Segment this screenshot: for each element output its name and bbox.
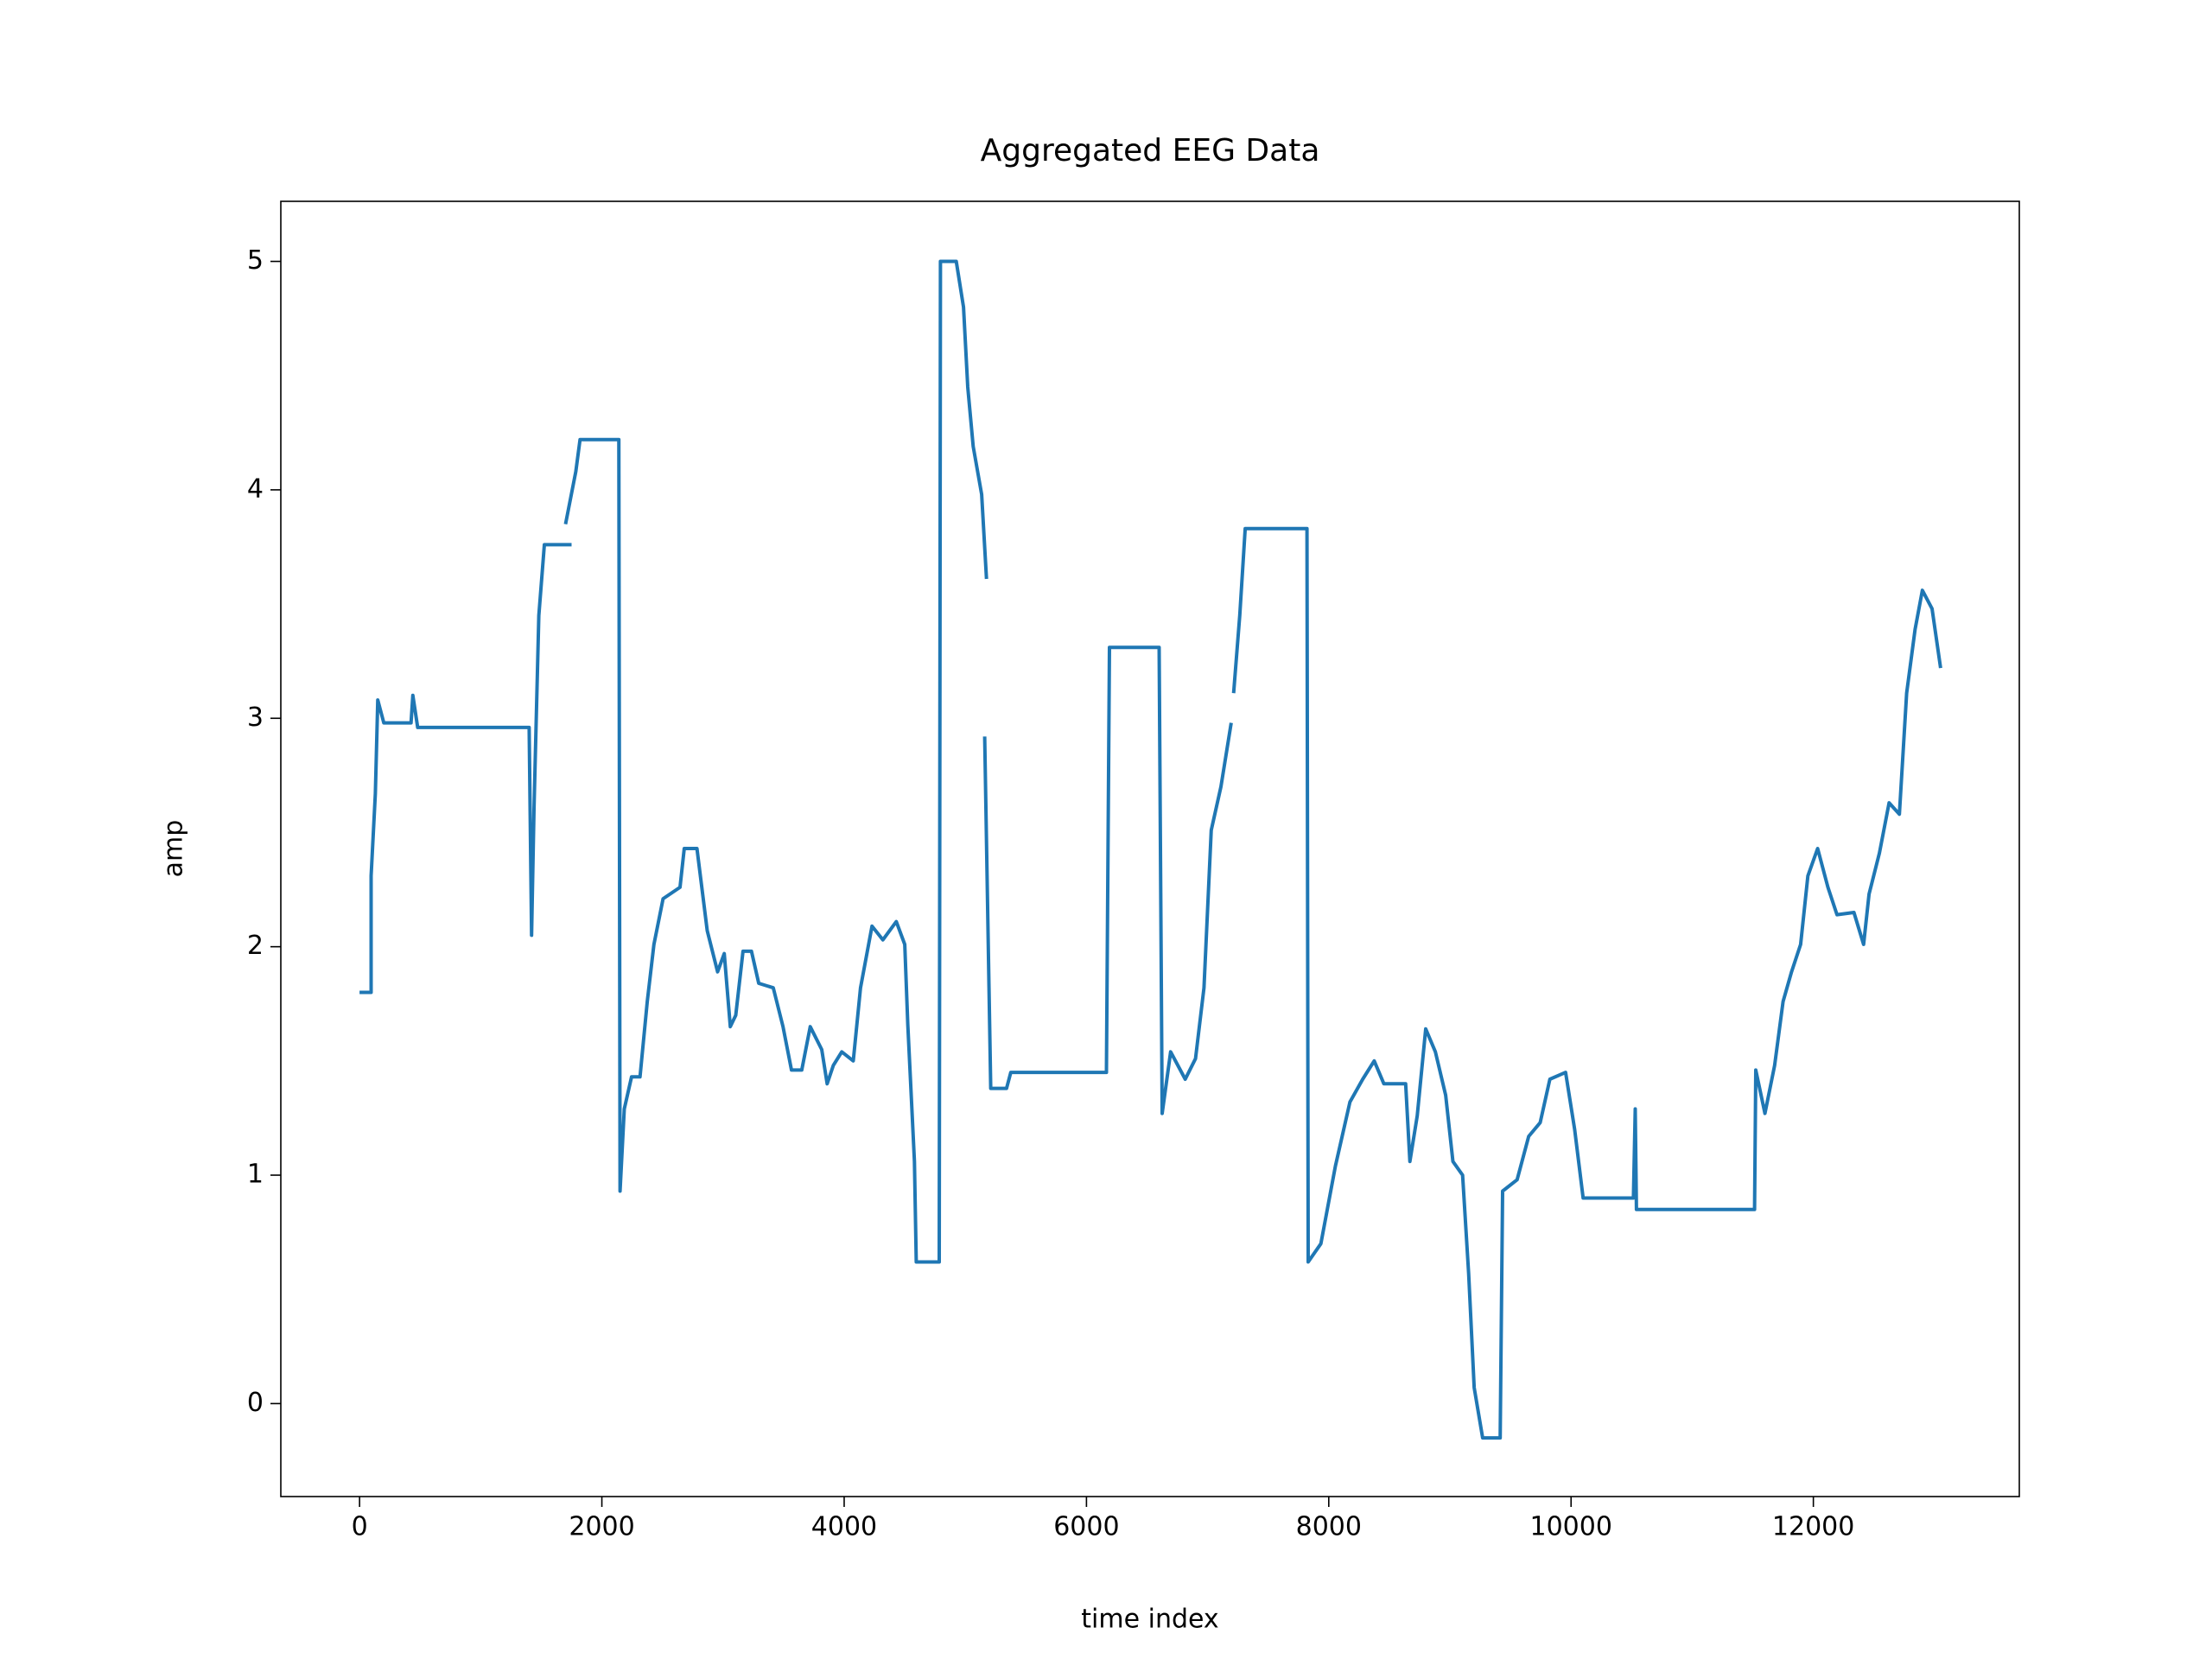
x-tick-label: 4000 — [811, 1512, 877, 1542]
chart-title: Aggregated EEG Data — [981, 133, 1320, 168]
y-axis-label: amp — [159, 820, 189, 878]
x-tick-label: 6000 — [1053, 1512, 1119, 1542]
y-tick-label: 0 — [247, 1388, 264, 1418]
x-tick-label: 8000 — [1296, 1512, 1362, 1542]
y-tick-label: 4 — [247, 474, 264, 504]
y-tick-label: 2 — [247, 931, 264, 961]
x-tick-label: 10000 — [1530, 1512, 1612, 1542]
y-tick-label: 3 — [247, 702, 264, 733]
y-tick-label: 5 — [247, 245, 264, 276]
y-tick-label: 1 — [247, 1160, 264, 1190]
x-tick-label: 0 — [352, 1512, 368, 1542]
data-line — [359, 259, 1942, 1440]
x-tick-label: 12000 — [1772, 1512, 1854, 1542]
x-tick-label: 2000 — [569, 1512, 634, 1542]
axes-frame — [280, 200, 2020, 1497]
x-axis-label: time index — [1081, 1605, 1218, 1635]
